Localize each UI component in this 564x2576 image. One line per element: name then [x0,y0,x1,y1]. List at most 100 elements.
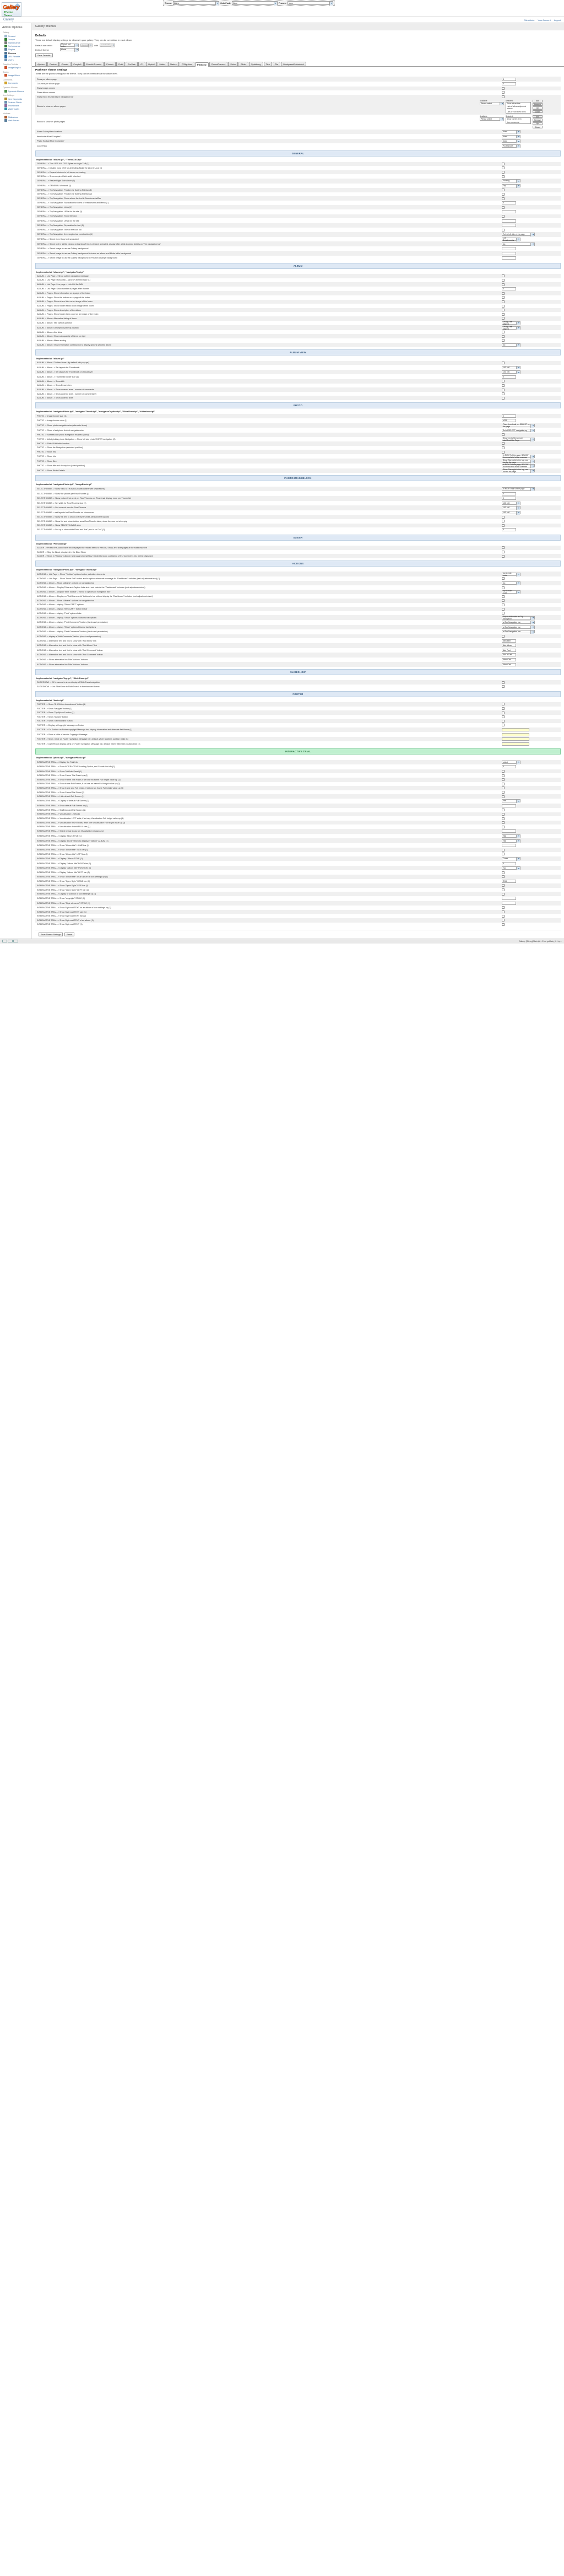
sec6-9-checkbox[interactable] [502,612,505,615]
sec1-8-checkbox[interactable] [502,309,505,312]
sec4-6-checkbox[interactable] [502,515,505,519]
tab-eclecticthreads[interactable]: EclecticThreads [84,62,104,67]
sec2-5-checkbox[interactable] [502,384,505,387]
sec9-36-checkbox[interactable] [502,919,505,922]
tab-nature[interactable]: Nature [168,62,179,67]
list-item[interactable]: Show album tree [507,103,520,105]
sec0-12-checkbox[interactable] [502,214,505,218]
tab-pglightbox[interactable]: PGlightbox [179,62,194,67]
sec2-1-select[interactable]: 100 100 [502,365,520,370]
sec3-11-select[interactable]: In RIGHT of the page, BELOW thumbnails t… [502,464,535,468]
sec3-8-checkbox[interactable] [502,450,505,454]
sec1-7-checkbox[interactable] [502,304,505,308]
blocks-photo-selected-list[interactable]: Show current item Item comments [506,117,531,125]
default-sort-order-select[interactable]: Manual sort order [60,43,79,47]
tab-pgtheme[interactable]: PGtheme [194,62,209,67]
sec4-4-select[interactable]: 100 100 [502,506,520,510]
sec8-5-checkbox[interactable] [502,724,505,727]
sec0-19-input[interactable] [502,247,516,251]
sec9-10-input[interactable] [502,804,516,807]
tab-hybrid[interactable]: Hybrid [146,62,157,67]
sec1-3-input[interactable]: 3 [502,287,516,291]
sec9-20-checkbox[interactable] [502,848,505,852]
sec5-1-checkbox[interactable] [502,551,505,554]
sec4-7-checkbox[interactable] [502,520,505,523]
sec2-2-select[interactable]: 100 100 [502,370,520,374]
tab-g1[interactable]: G1 [138,62,146,67]
sec0-20-input[interactable] [502,251,516,255]
tab-tile[interactable]: Tile [272,62,281,67]
sec9-27-input[interactable]: RSS [502,879,516,883]
sec9-30-checkbox[interactable] [502,892,505,896]
save-theme-settings-button[interactable]: Save Theme Settings [39,933,63,937]
sec1-5-checkbox[interactable] [502,296,505,299]
sec9-26-checkbox[interactable] [502,875,505,879]
sec3-0-input[interactable]: 0 [502,414,516,418]
sec3-2-select[interactable]: Place thumbnail per SELECT by the page [502,423,535,428]
tab-coopleft[interactable]: Coopleft [71,62,84,67]
sec0-1-checkbox[interactable] [502,166,505,170]
sec9-11-checkbox[interactable] [502,809,505,812]
sec9-17-select[interactable]: Title [502,834,520,838]
sec1-14-checkbox[interactable] [502,335,505,338]
sidebar-item-general[interactable]: General [2,34,30,37]
sec1-4-checkbox[interactable] [502,292,505,295]
sec0-9-input[interactable]: 0 [502,201,516,205]
sec9-25-checkbox[interactable] [502,871,505,874]
sidebar-item-image-block[interactable]: Image Block [2,74,30,77]
sec4-9-input[interactable]: 0 [502,528,516,532]
sec8-4-checkbox[interactable] [502,719,505,723]
sec9-33-checkbox[interactable] [502,906,505,909]
sec7-1-checkbox[interactable] [502,685,505,688]
sec9-34-checkbox[interactable] [502,910,505,914]
sec1-0-checkbox[interactable] [502,274,505,278]
tab-ajaxian[interactable]: Ajaxian [35,62,47,67]
sec1-12-select[interactable]: On top, left aligned [502,326,520,330]
sec9-24-select[interactable]: Top [502,866,520,870]
sec9-21-checkbox[interactable] [502,853,505,856]
sidebar-item-imagemagick[interactable]: ImageMagick [2,66,30,69]
sec9-12-checkbox[interactable] [502,812,505,816]
sec5-0-checkbox[interactable] [502,546,505,549]
sec1-15-checkbox[interactable] [502,339,505,342]
tab-classic[interactable]: Classic [59,62,71,67]
tab-splatbang[interactable]: Splatbang [248,62,263,67]
sec1-11-select[interactable]: On top, left aligned [502,321,520,325]
sec9-6-checkbox[interactable] [502,786,505,790]
sec9-7-checkbox[interactable] [502,791,505,794]
themefooter-0-select[interactable]: None [502,130,520,134]
sec1-16-select[interactable]: No [502,343,520,347]
sec7-0-checkbox[interactable] [502,681,505,684]
general-0-input[interactable]: 3 [502,77,516,81]
sec6-15-input[interactable]: New Item [502,639,516,643]
down-button[interactable]: Down [533,110,543,114]
sec0-7-checkbox[interactable] [502,192,505,196]
sec6-20-input[interactable]: View Cart [502,662,516,666]
sidebar-item-slideshow[interactable]: Slideshow [2,115,30,118]
colorpack-select[interactable]: None ▼ [231,1,278,6]
sec9-23-input[interactable]: 0 [502,861,516,865]
list-item[interactable]: Lists of albums/dynamic albums [507,105,527,110]
blocks-album-selected-list[interactable]: Show album tree Lists of albums/dynamic … [506,101,531,114]
tab-forsale[interactable]: ForSale [126,62,138,67]
general-3-checkbox[interactable] [502,91,505,94]
tab-fluid[interactable]: Fluid [116,62,126,67]
default-sort-direction-select[interactable]: Ascending [80,44,93,47]
sidebar-item-performance[interactable]: Performance [2,45,30,48]
theme-select[interactable]: Matrix ▼ [172,1,219,6]
theme-switcher-bar[interactable]: Theme: Matrix ▼ ColorPack: None ▼ Frames… [163,1,335,6]
sec6-10-select[interactable]: Skip to hide node as Top Navigation [502,616,535,620]
sec9-37-checkbox[interactable] [502,923,505,926]
link-your-account[interactable]: Your Account [538,18,551,21]
sidebar-item-users[interactable]: Users [2,58,30,61]
add-button[interactable]: Add [533,99,543,103]
sec8-8-input[interactable] [502,737,529,741]
sidebar-item-thumbnails[interactable]: Thumbnails [2,104,30,107]
sec9-16-input[interactable] [502,829,516,833]
sec0-8-checkbox[interactable] [502,197,505,200]
sidebar-item-web-server[interactable]: Web Server [2,118,30,122]
sec6-2-select[interactable]: No [502,581,520,585]
sidebar-item-dynamic-albums[interactable]: Dynamic Albums [2,89,30,93]
sec1-9-checkbox[interactable] [502,312,505,316]
sec6-16-input[interactable]: Add Album [502,644,516,648]
